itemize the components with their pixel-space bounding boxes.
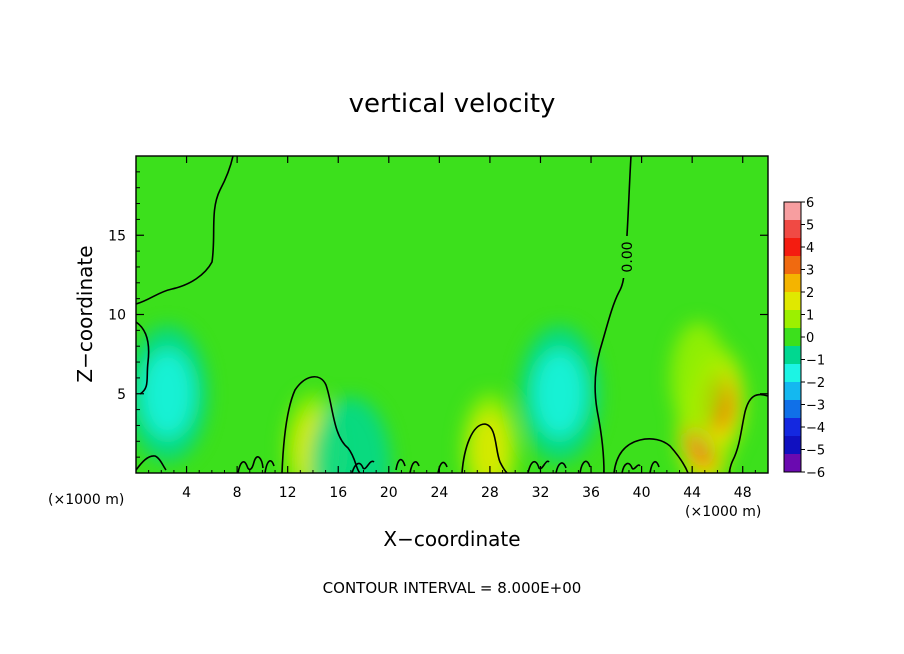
colorbar-label: −1 [806, 354, 825, 369]
colorbar-swatch [784, 310, 801, 329]
x-tick-label: 24 [430, 485, 448, 501]
x-axis-unit: (×1000 m) [685, 504, 761, 520]
colorbar-label: −5 [806, 444, 825, 459]
zero-contour-label: 0.00 [620, 241, 636, 272]
zero-contour-upper-left [136, 156, 234, 305]
y-tick-label: 15 [108, 228, 126, 244]
colorbar-label: 6 [806, 196, 814, 211]
colorbar-swatch [784, 382, 801, 401]
x-tick-label: 28 [481, 485, 499, 501]
x-tick-label: 32 [532, 485, 550, 501]
y-axis-label: Z−coordinate [73, 245, 97, 382]
y-tick-label: 5 [117, 387, 126, 403]
colorbar-swatch [784, 328, 801, 347]
zero-contour-label-group: 0.00 [606, 236, 636, 278]
x-tick-label: 12 [279, 485, 297, 501]
zero-contour-bump-12 [281, 376, 361, 473]
zero-contour-bump-28 [461, 423, 508, 473]
x-axis-ticks: 4 8 12 16 20 24 28 32 36 40 44 48 [148, 156, 756, 501]
x-tick-label: 4 [182, 485, 191, 501]
downdraft-blob-6-level-2 [533, 349, 586, 438]
colorbar-swatch [784, 292, 801, 311]
y-axis-unit: (×1000 m) [48, 492, 124, 508]
x-tick-label: 20 [380, 485, 398, 501]
colorbar-swatch [784, 274, 801, 293]
field-background [136, 156, 768, 473]
contour-interval-note: CONTOUR INTERVAL = 8.000E+00 [323, 579, 582, 597]
colorbar-label: 3 [806, 264, 814, 279]
downdraft-blob-7-level-1 [310, 397, 391, 473]
zero-contour-right-edge [728, 393, 768, 473]
chart-title: vertical velocity [349, 89, 556, 119]
x-axis-label: X−coordinate [383, 527, 520, 551]
colorbar-label: −6 [806, 466, 825, 481]
zero-contour-left-edge [136, 321, 150, 395]
downdraft-blob-5-level-2 [141, 349, 195, 438]
colorbar-swatch [784, 418, 801, 437]
zero-contours [136, 156, 768, 473]
velocity-features [136, 321, 746, 473]
x-tick-label: 36 [582, 485, 600, 501]
zero-contour-main [594, 156, 632, 473]
colorbar-swatch [784, 220, 801, 239]
colorbar-swatch [784, 400, 801, 419]
contour-label-mask [606, 236, 630, 278]
colorbar-label: −3 [806, 399, 825, 414]
colorbar-swatch [784, 202, 801, 221]
x-tick-label: 16 [329, 485, 347, 501]
y-axis-ticks: 5 10 15 [108, 171, 768, 458]
colorbar-swatch [784, 454, 801, 473]
x-tick-label: 8 [233, 485, 242, 501]
colorbar-swatch [784, 238, 801, 257]
updraft-blob-4-level-1 [670, 321, 727, 434]
colorbar-label: 4 [806, 241, 814, 256]
colorbar-label: 0 [806, 331, 814, 346]
updraft-blob-3-level-2 [470, 412, 510, 473]
x-tick-label: 44 [683, 485, 701, 501]
colorbar: 6 5 4 3 2 1 0 −1 −2 −3 −4 −5 −6 [783, 196, 825, 481]
x-tick-label: 48 [734, 485, 752, 501]
colorbar-swatch [784, 436, 801, 455]
colorbar-swatch [784, 346, 801, 365]
colorbar-label: −4 [806, 421, 825, 436]
zero-contour-ripples [136, 455, 660, 473]
x-tick-label: 40 [633, 485, 651, 501]
zero-contour-right-cell [613, 438, 689, 473]
colorbar-swatch [784, 364, 801, 383]
colorbar-label: 1 [806, 309, 814, 324]
colorbar-label: 5 [806, 219, 814, 234]
colorbar-label: −2 [806, 376, 825, 391]
colorbar-label: 2 [806, 286, 814, 301]
plot-area: 0.00 [136, 156, 768, 473]
y-tick-label: 10 [108, 308, 126, 324]
colorbar-swatch [784, 256, 801, 275]
